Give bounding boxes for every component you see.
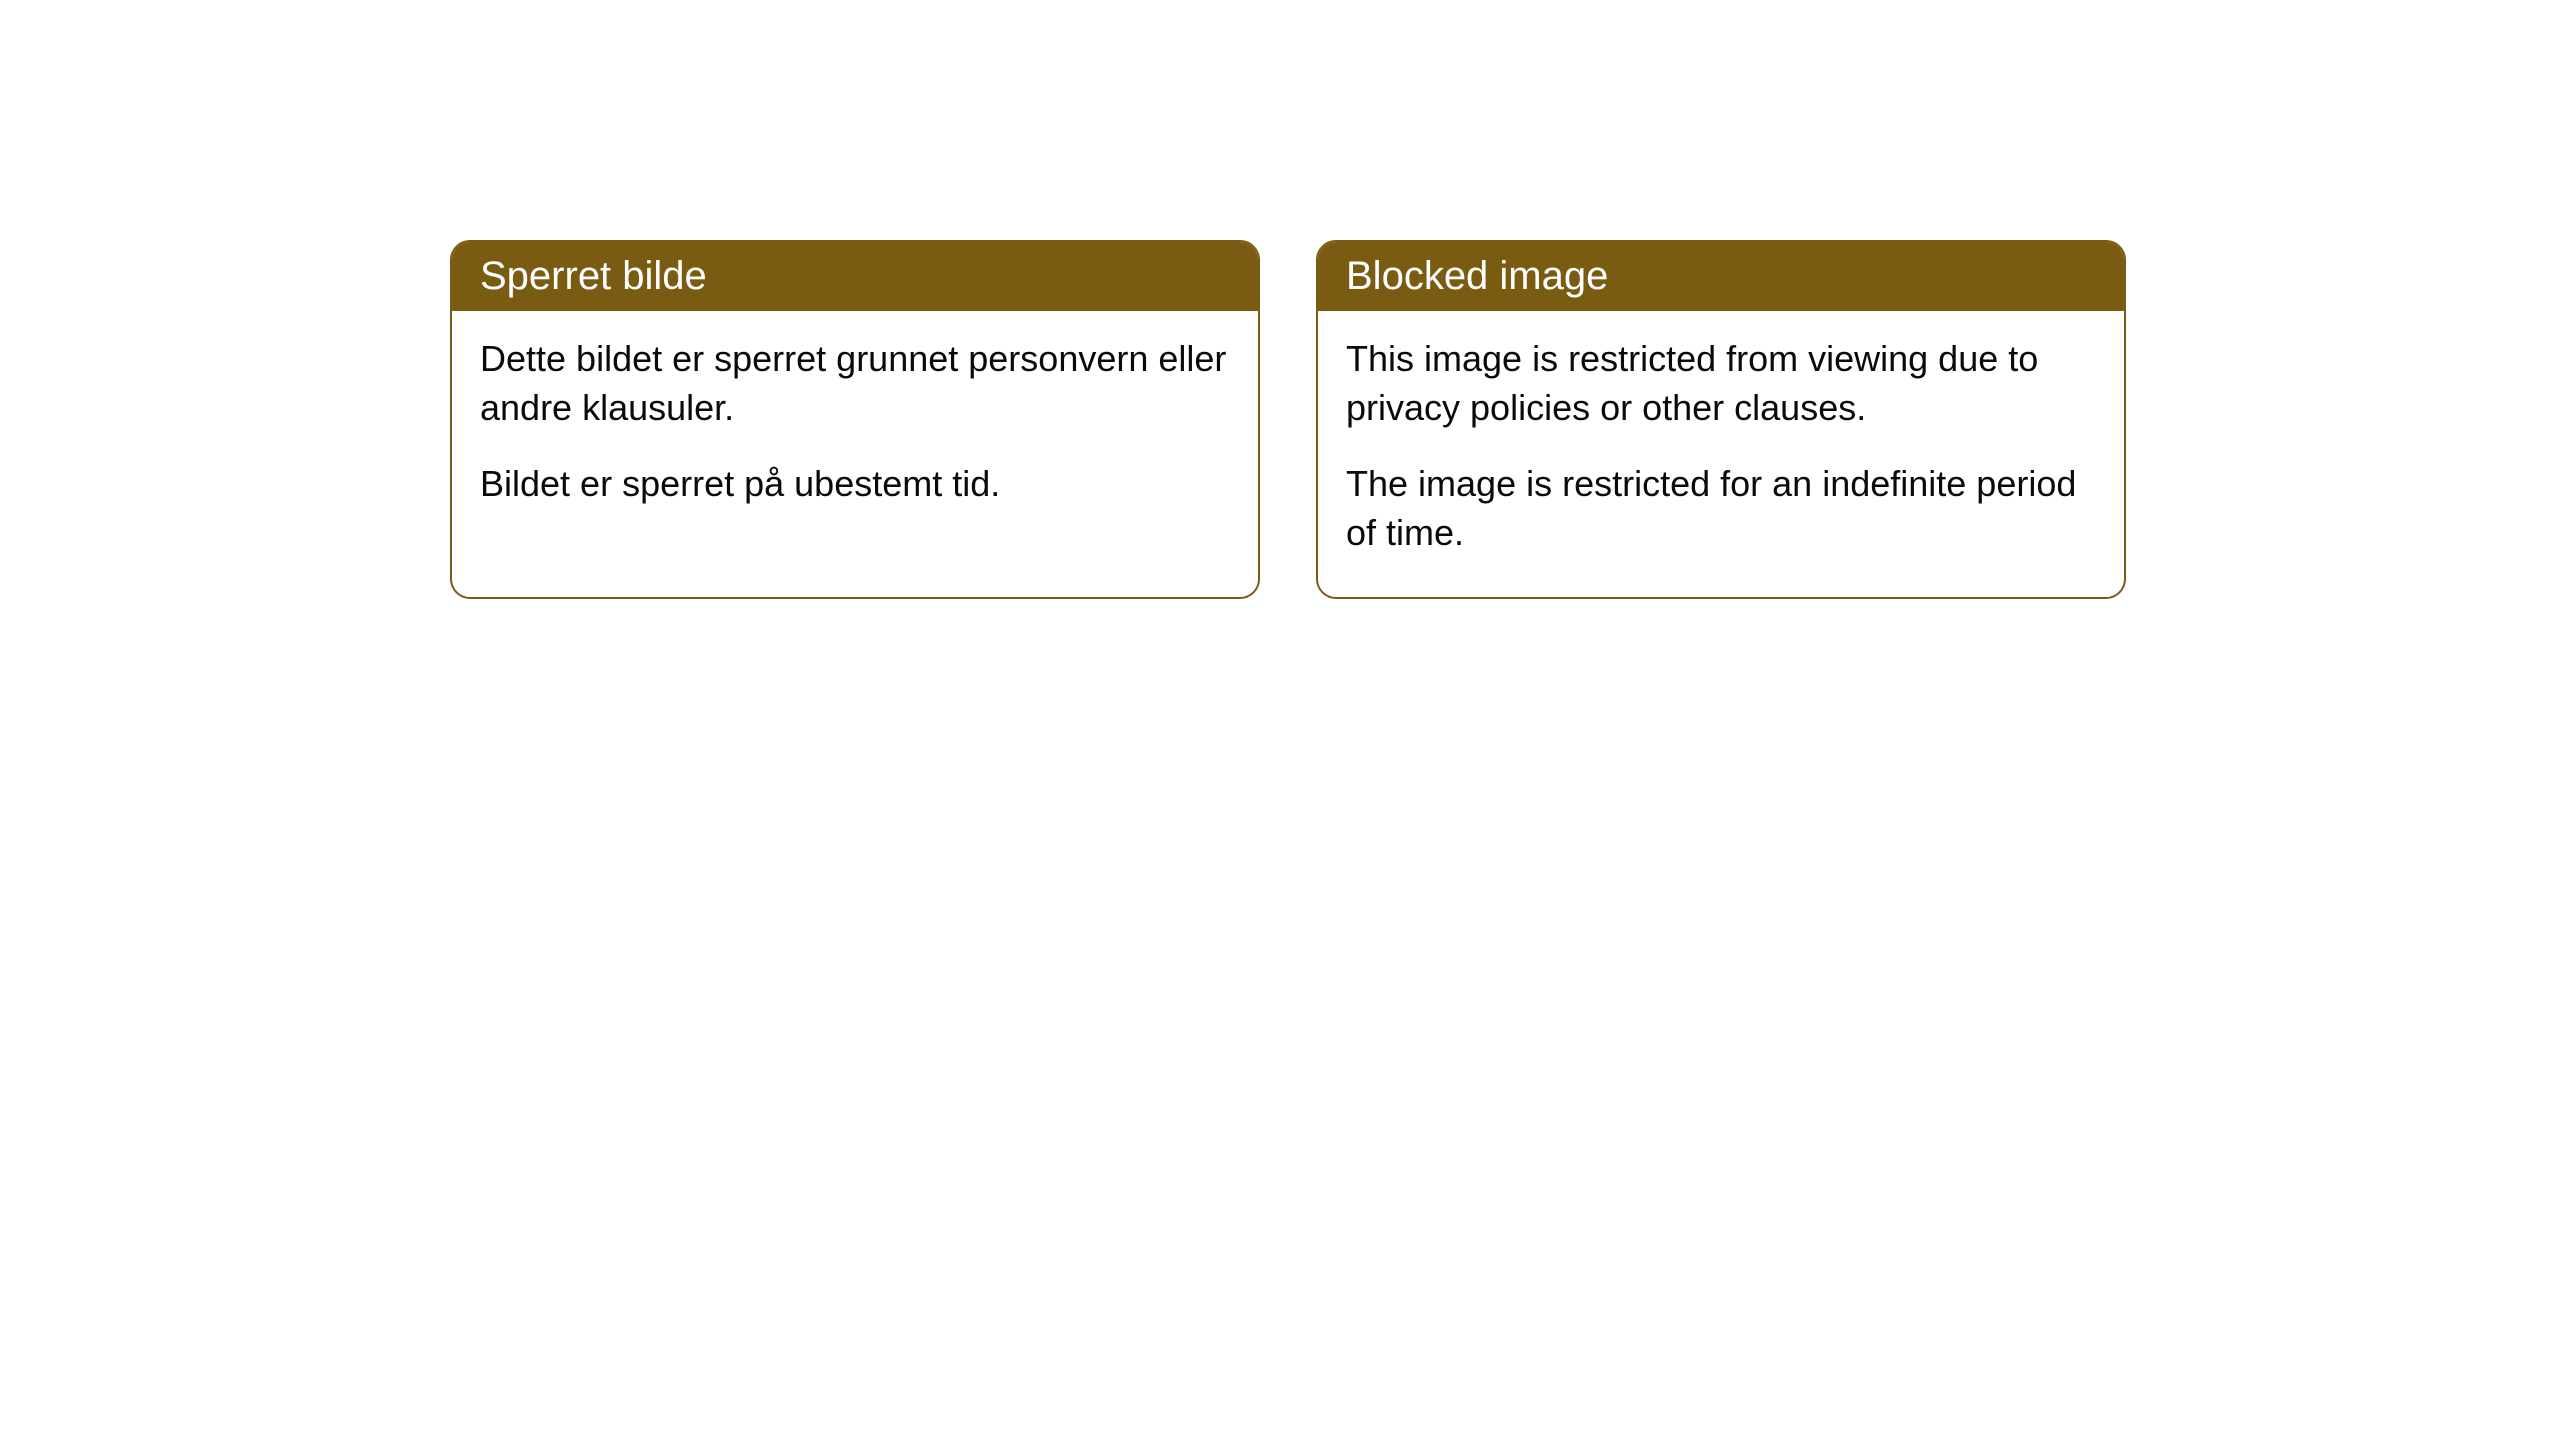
card-body: This image is restricted from viewing du… [1318,311,2124,597]
card-paragraph: The image is restricted for an indefinit… [1346,460,2096,557]
notice-cards-container: Sperret bilde Dette bildet er sperret gr… [450,240,2126,599]
blocked-image-card-en: Blocked image This image is restricted f… [1316,240,2126,599]
blocked-image-card-no: Sperret bilde Dette bildet er sperret gr… [450,240,1260,599]
card-paragraph: This image is restricted from viewing du… [1346,335,2096,432]
card-title: Blocked image [1346,254,1608,298]
card-header: Blocked image [1318,242,2124,311]
card-paragraph: Dette bildet er sperret grunnet personve… [480,335,1230,432]
card-paragraph: Bildet er sperret på ubestemt tid. [480,460,1230,509]
card-body: Dette bildet er sperret grunnet personve… [452,311,1258,549]
card-title: Sperret bilde [480,254,707,298]
card-header: Sperret bilde [452,242,1258,311]
